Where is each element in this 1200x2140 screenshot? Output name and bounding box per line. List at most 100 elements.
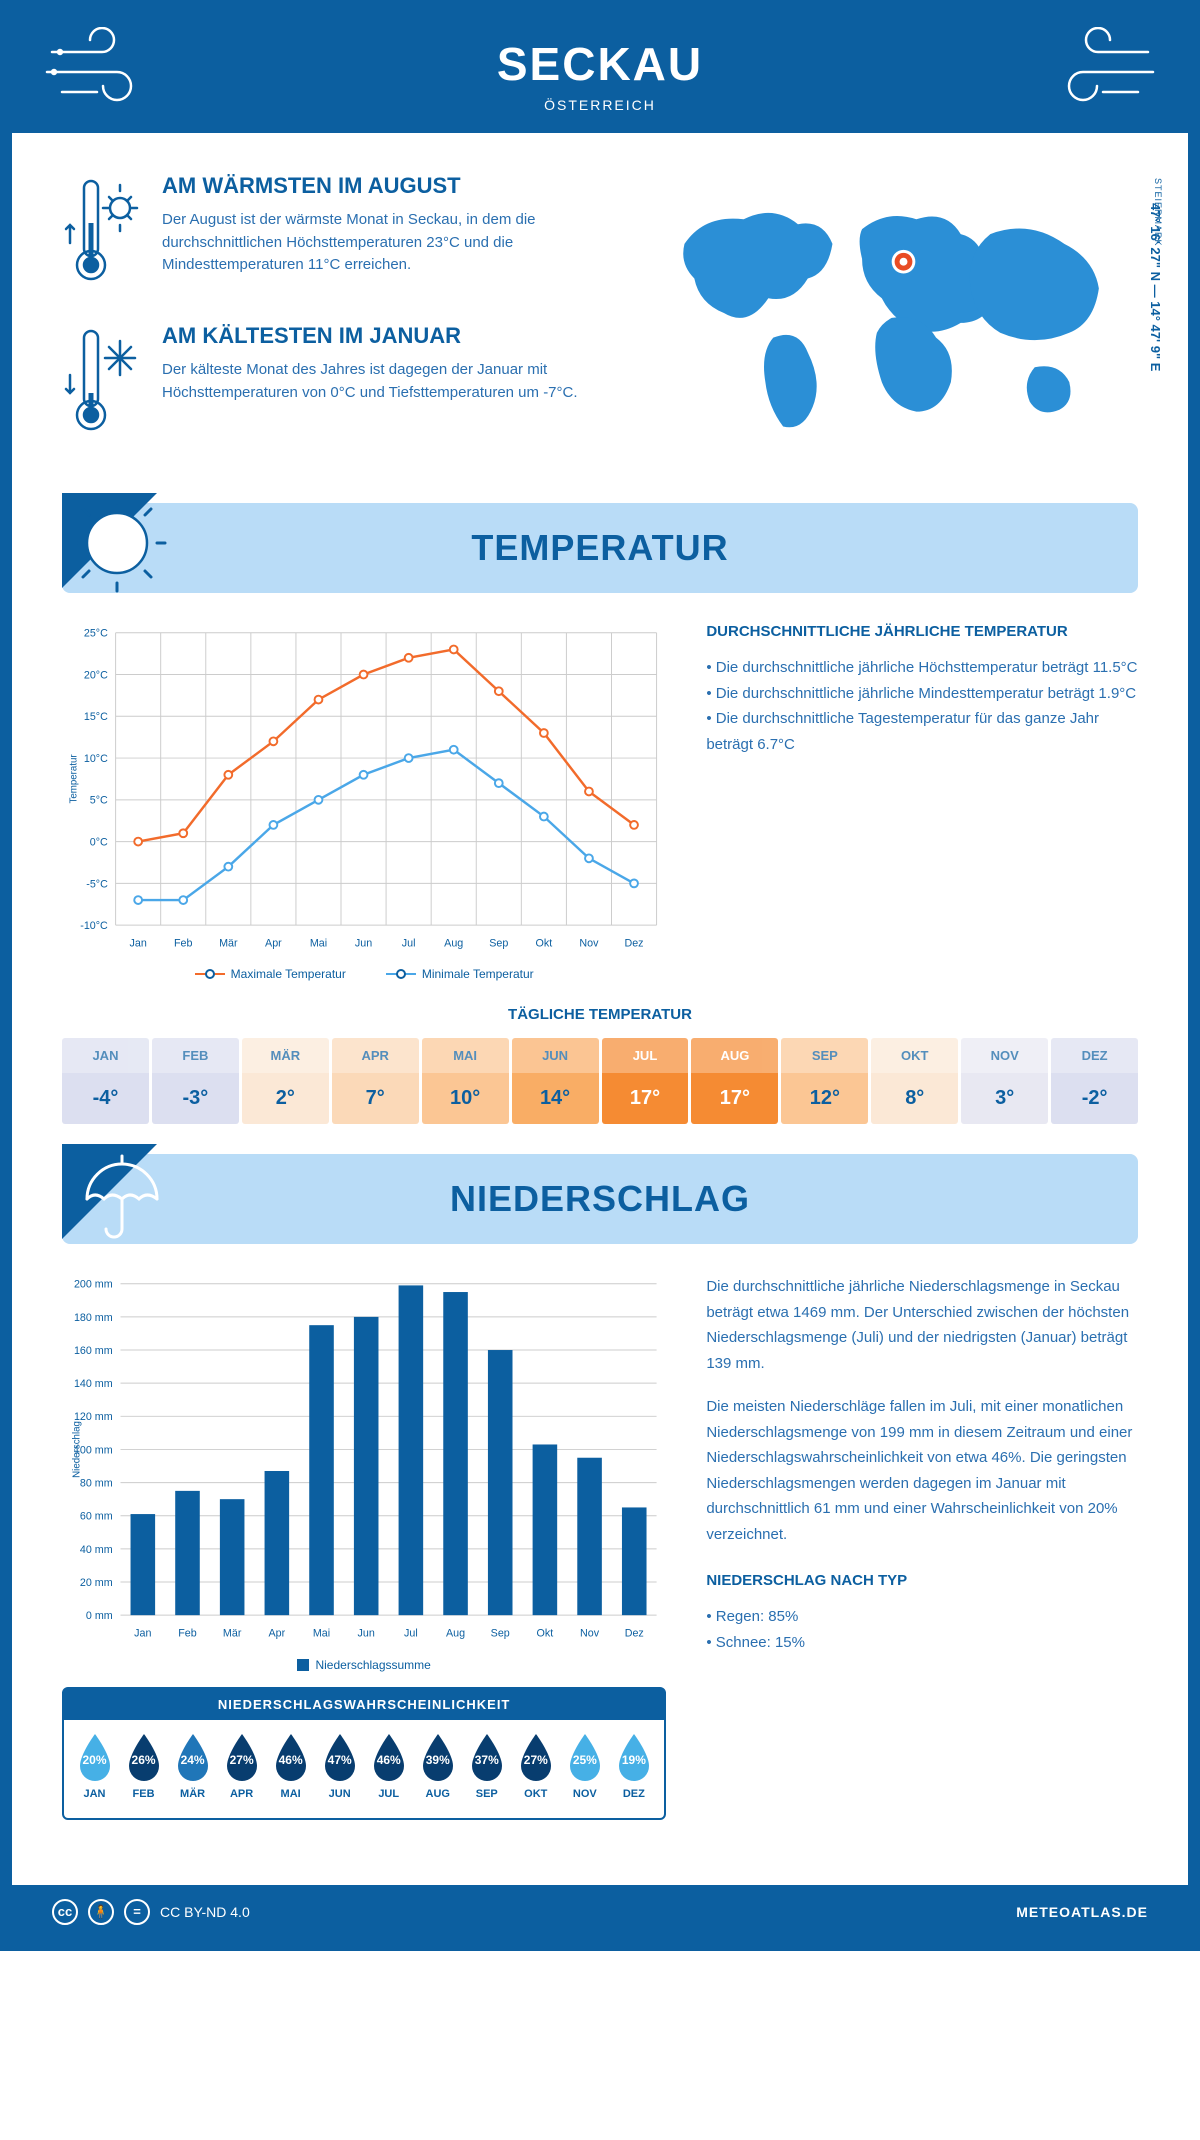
drop-item: 46%MAI (266, 1732, 315, 1800)
svg-text:160 mm: 160 mm (74, 1345, 113, 1357)
site-name: METEOATLAS.DE (1016, 1904, 1148, 1920)
temp-cell: APR7° (332, 1038, 419, 1124)
infographic-page: SECKAU ÖSTERREICH (0, 0, 1200, 1951)
temperature-banner: TEMPERATUR (62, 503, 1138, 593)
daily-temp-table: JAN-4°FEB-3°MÄR2°APR7°MAI10°JUN14°JUL17°… (62, 1038, 1138, 1124)
precipitation-probability: NIEDERSCHLAGSWAHRSCHEINLICHKEIT 20%JAN26… (62, 1687, 666, 1820)
coldest-title: AM KÄLTESTEN IM JANUAR (162, 323, 605, 349)
svg-text:Apr: Apr (269, 1628, 286, 1640)
world-map (645, 173, 1138, 453)
footer: cc 🧍 = CC BY-ND 4.0 METEOATLAS.DE (12, 1885, 1188, 1939)
svg-text:140 mm: 140 mm (74, 1378, 113, 1390)
drop-item: 46%JUL (364, 1732, 413, 1800)
temperature-side-text: DURCHSCHNITTLICHE JÄHRLICHE TEMPERATUR D… (706, 623, 1138, 981)
svg-text:Temperatur: Temperatur (69, 754, 80, 804)
precipitation-banner: NIEDERSCHLAG (62, 1154, 1138, 1244)
nd-icon: = (124, 1899, 150, 1925)
svg-text:15°C: 15°C (84, 711, 108, 723)
coldest-block: AM KÄLTESTEN IM JANUAR Der kälteste Mona… (62, 323, 605, 443)
precipitation-title: NIEDERSCHLAG (450, 1178, 750, 1220)
temp-cell: MÄR2° (242, 1038, 329, 1124)
svg-text:-5°C: -5°C (86, 878, 108, 890)
svg-text:Okt: Okt (537, 1628, 554, 1640)
svg-text:Jan: Jan (130, 938, 147, 950)
warmest-block: AM WÄRMSTEN IM AUGUST Der August ist der… (62, 173, 605, 293)
drop-item: 20%JAN (70, 1732, 119, 1800)
temp-cell: NOV3° (961, 1038, 1048, 1124)
drop-item: 24%MÄR (168, 1732, 217, 1800)
temp-cell: MAI10° (422, 1038, 509, 1124)
svg-text:Nov: Nov (579, 938, 599, 950)
temp-legend: Maximale Temperatur Minimale Temperatur (62, 967, 666, 981)
svg-text:0 mm: 0 mm (86, 1610, 113, 1622)
svg-text:Dez: Dez (625, 1628, 644, 1640)
temp-cell: SEP12° (781, 1038, 868, 1124)
svg-text:0°C: 0°C (90, 837, 108, 849)
svg-text:60 mm: 60 mm (80, 1511, 113, 1523)
svg-text:Apr: Apr (265, 938, 282, 950)
svg-text:5°C: 5°C (90, 795, 108, 807)
svg-text:Feb: Feb (174, 938, 193, 950)
drop-item: 25%NOV (560, 1732, 609, 1800)
svg-text:Jan: Jan (134, 1628, 151, 1640)
warmest-title: AM WÄRMSTEN IM AUGUST (162, 173, 605, 199)
drop-item: 27%OKT (511, 1732, 560, 1800)
page-title: SECKAU (12, 37, 1188, 91)
svg-text:Nov: Nov (580, 1628, 600, 1640)
svg-text:180 mm: 180 mm (74, 1312, 113, 1324)
warmest-text: Der August ist der wärmste Monat in Seck… (162, 209, 605, 277)
svg-text:200 mm: 200 mm (74, 1279, 113, 1291)
svg-text:Jun: Jun (358, 1628, 375, 1640)
svg-text:Mai: Mai (310, 938, 327, 950)
umbrella-icon (62, 1144, 182, 1254)
svg-text:80 mm: 80 mm (80, 1478, 113, 1490)
drop-item: 19%DEZ (609, 1732, 658, 1800)
intro-row: AM WÄRMSTEN IM AUGUST Der August ist der… (62, 173, 1138, 473)
drop-item: 47%JUN (315, 1732, 364, 1800)
header: SECKAU ÖSTERREICH (12, 12, 1188, 133)
svg-text:Jul: Jul (404, 1628, 418, 1640)
temperature-title: TEMPERATUR (471, 527, 728, 569)
sun-icon (62, 493, 182, 603)
daily-temp-title: TÄGLICHE TEMPERATUR (62, 1006, 1138, 1023)
svg-text:40 mm: 40 mm (80, 1544, 113, 1556)
license-text: CC BY-ND 4.0 (160, 1904, 250, 1920)
map-container: STEIERMARK 47° 16' 27" N — 14° 47' 9" E (645, 173, 1138, 473)
temp-cell: DEZ-2° (1051, 1038, 1138, 1124)
svg-text:Mär: Mär (223, 1628, 242, 1640)
svg-text:Sep: Sep (491, 1628, 510, 1640)
by-icon: 🧍 (88, 1899, 114, 1925)
svg-text:-10°C: -10°C (80, 920, 108, 932)
temp-cell: JUN14° (512, 1038, 599, 1124)
svg-text:Aug: Aug (444, 938, 463, 950)
svg-text:20 mm: 20 mm (80, 1577, 113, 1589)
country-subtitle: ÖSTERREICH (12, 97, 1188, 113)
cc-icon: cc (52, 1899, 78, 1925)
coordinates: 47° 16' 27" N — 14° 47' 9" E (1148, 203, 1163, 371)
svg-text:Mär: Mär (219, 938, 238, 950)
thermometer-cold-icon (62, 323, 142, 443)
temp-cell: OKT8° (871, 1038, 958, 1124)
drop-item: 39%AUG (413, 1732, 462, 1800)
svg-text:20°C: 20°C (84, 669, 108, 681)
precip-legend: Niederschlagssumme (62, 1658, 666, 1672)
svg-text:Mai: Mai (313, 1628, 330, 1640)
wind-icon (1038, 27, 1158, 117)
temp-cell: FEB-3° (152, 1038, 239, 1124)
temp-cell: AUG17° (691, 1038, 778, 1124)
precipitation-chart: 0 mm20 mm40 mm60 mm80 mm100 mm120 mm140 … (62, 1274, 666, 1819)
drop-item: 27%APR (217, 1732, 266, 1800)
svg-text:Okt: Okt (536, 938, 553, 950)
precipitation-side-text: Die durchschnittliche jährliche Niedersc… (706, 1274, 1138, 1819)
svg-text:Niederschlag: Niederschlag (72, 1421, 83, 1478)
coldest-text: Der kälteste Monat des Jahres ist dagege… (162, 359, 605, 404)
svg-text:Dez: Dez (624, 938, 643, 950)
temp-cell: JAN-4° (62, 1038, 149, 1124)
svg-text:Feb: Feb (178, 1628, 197, 1640)
drop-item: 37%SEP (462, 1732, 511, 1800)
temperature-chart: -10°C-5°C0°C5°C10°C15°C20°C25°CJanFebMär… (62, 623, 666, 981)
svg-text:Jul: Jul (402, 938, 416, 950)
svg-text:10°C: 10°C (84, 753, 108, 765)
svg-text:Jun: Jun (355, 938, 372, 950)
wind-icon (42, 27, 162, 117)
